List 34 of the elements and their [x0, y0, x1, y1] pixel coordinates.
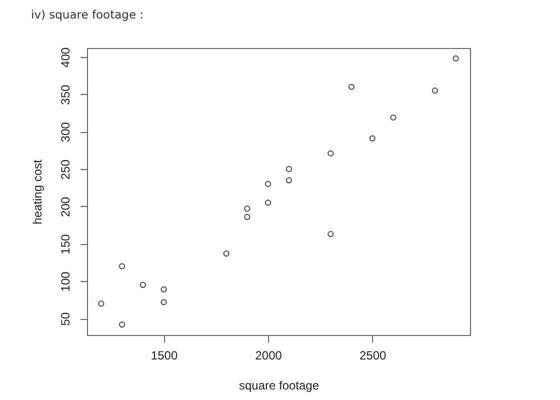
- point: [369, 135, 376, 142]
- point: [286, 177, 292, 184]
- point: [265, 200, 272, 206]
- point: [160, 286, 167, 292]
- y-tick-label: 250: [58, 159, 72, 180]
- point: [118, 263, 126, 270]
- point: [390, 114, 396, 121]
- y-tick-label: 350: [58, 84, 72, 105]
- point: [223, 250, 230, 257]
- point: [160, 299, 167, 306]
- point: [98, 300, 104, 307]
- point: [118, 321, 126, 328]
- point: [328, 231, 334, 238]
- point: [244, 206, 250, 212]
- point: [432, 88, 438, 94]
- point: [452, 55, 459, 62]
- point: [265, 180, 272, 188]
- y-tick-label: 100: [58, 271, 72, 292]
- x-axis-title: square footage: [238, 378, 320, 392]
- y-tick-label: 200: [58, 196, 72, 217]
- y-tick-label: 150: [58, 234, 72, 254]
- chart-title: iv) square footage :: [31, 7, 144, 22]
- point: [286, 166, 292, 172]
- x-tick-label: 1500: [150, 348, 178, 362]
- x-tick-label: 2000: [255, 348, 282, 362]
- point: [348, 84, 355, 90]
- y-tick-label: 300: [58, 122, 72, 142]
- y-tick-label: 400: [58, 47, 72, 68]
- point: [328, 150, 334, 156]
- y-tick-label: 50: [58, 312, 72, 326]
- point: [140, 282, 146, 288]
- point: [244, 214, 250, 220]
- y-axis-title: heating cost: [30, 158, 44, 224]
- x-tick-label: 2500: [360, 348, 387, 362]
